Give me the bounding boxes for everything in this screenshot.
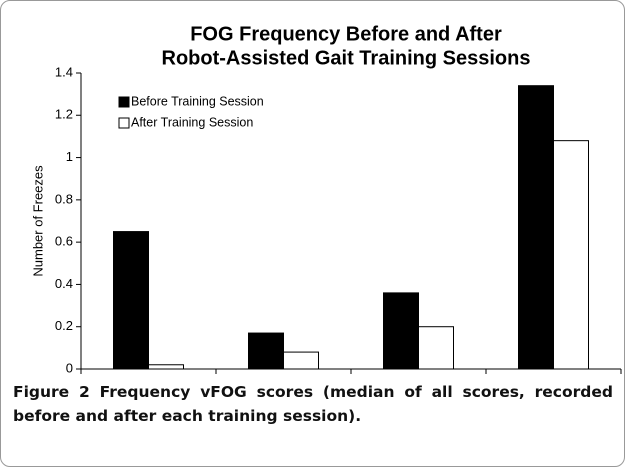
legend-label: After Training Session [131, 115, 253, 129]
bar [283, 351, 319, 370]
y-tick-label: 1.2 [55, 107, 73, 122]
y-tick-label: 0 [66, 360, 73, 375]
y-tick-label: 0.8 [55, 191, 73, 206]
y-axis-label: Number of Freezes [30, 165, 45, 277]
legend-swatch [118, 117, 130, 129]
bar [113, 231, 149, 370]
caption: Figure 2 Frequency vFOG scores (median o… [13, 380, 613, 428]
y-tick-label: 1.4 [55, 64, 73, 79]
bar [148, 364, 184, 370]
y-tick-label: 1 [66, 149, 73, 164]
bar [518, 85, 554, 370]
legend-swatch [118, 96, 130, 108]
legend-label: Before Training Session [131, 94, 264, 108]
chart-title: Robot-Assisted Gait Training Sessions [162, 47, 531, 69]
chart-title: FOG Frequency Before and After [190, 23, 502, 45]
chart: FOG Frequency Before and After Robot-Ass… [30, 23, 622, 375]
bar [418, 326, 454, 370]
caption-label: Figure 2 [13, 383, 90, 401]
y-tick-label: 0.6 [55, 234, 73, 249]
caption-text: Frequency vFOG scores (median of all sco… [13, 383, 613, 425]
bar [383, 292, 419, 370]
bar [248, 332, 284, 370]
y-tick-label: 0.2 [55, 318, 73, 333]
y-tick-label: 0.4 [55, 276, 73, 291]
bar [553, 140, 589, 370]
